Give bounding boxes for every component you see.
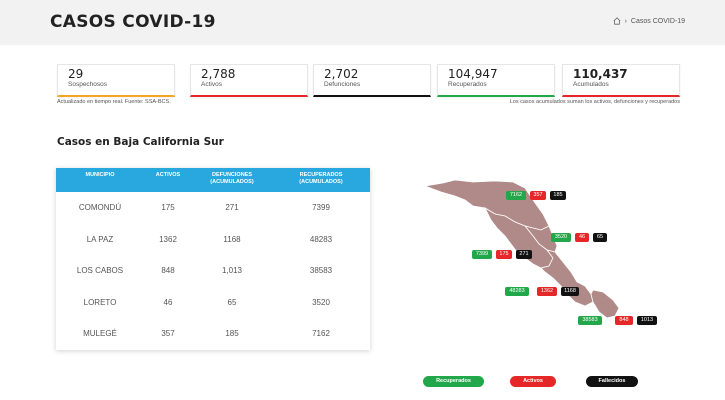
header-line: DEFUNCIONES [211, 172, 252, 178]
cell-defunciones: 65 [227, 297, 237, 307]
stat-value: 2,788 [201, 67, 236, 81]
map-label-comondu-activos: 175 [496, 250, 512, 259]
map-region-la-paz[interactable] [540, 249, 594, 307]
table-row: LA PAZ 1362 1168 48283 [56, 224, 370, 256]
stat-value: 2,702 [324, 67, 359, 81]
map-label-mulege-fallecidos: 185 [550, 191, 566, 200]
breadcrumb-separator: › [624, 17, 627, 25]
map-region-los-cabos[interactable] [590, 289, 620, 319]
cases-table: MUNICIPIO ACTIVOS DEFUNCIONES (ACUMULADOS… [56, 168, 370, 350]
table-header: MUNICIPIO ACTIVOS DEFUNCIONES (ACUMULADOS… [56, 168, 370, 192]
map-label-mulege-activos: 357 [530, 191, 546, 200]
stat-label: Sospechosos [68, 81, 108, 88]
home-icon[interactable] [613, 17, 621, 25]
map-label-loreto-fallecidos: 65 [593, 233, 607, 242]
stat-value: 29 [68, 67, 84, 81]
map-label-la-paz-fallecidos: 1168 [561, 287, 579, 296]
breadcrumb: › Casos COVID-19 [613, 17, 685, 25]
header-line: RECUPERADOS [299, 172, 343, 178]
stat-value: 104,947 [448, 67, 498, 81]
cell-activos: 46 [163, 297, 173, 307]
map-label-mulege-recuperados: 7162 [506, 191, 526, 200]
map-label-comondu-fallecidos: 271 [516, 250, 532, 259]
breadcrumb-current: Casos COVID-19 [630, 17, 685, 25]
cell-activos: 357 [161, 329, 175, 339]
update-note: Actualizado en tiempo real. Fuente: SSA-… [57, 99, 171, 105]
legend-activos: Activos [510, 376, 556, 387]
header-subline: (ACUMULADOS) [210, 179, 254, 185]
cell-defunciones: 1,013 [221, 266, 243, 276]
map-label-los-cabos-fallecidos: 1013 [637, 316, 657, 325]
cell-recuperados: 3520 [312, 297, 330, 307]
map-region-mulege[interactable] [425, 179, 550, 231]
section-title: Casos en Baja California Sur [57, 136, 224, 148]
stat-card-recuperados: 104,947 Recuperados [437, 64, 555, 97]
stat-label: Acumulados [573, 81, 609, 88]
stat-label: Defunciones [324, 81, 361, 88]
table-row: LOS CABOS 848 1,013 38583 [56, 255, 370, 287]
table-row: MULEGÉ 357 185 7162 [56, 318, 370, 350]
stat-card-acumulados: 110,437 Acumulados [562, 64, 680, 97]
cell-municipio: COMONDÚ [78, 203, 122, 213]
stat-label: Activos [201, 81, 222, 88]
map-label-los-cabos-recuperados: 38583 [578, 316, 602, 325]
cell-defunciones: 1168 [223, 234, 241, 244]
map-label-la-paz-activos: 1362 [537, 287, 557, 296]
cell-recuperados: 38583 [309, 266, 333, 276]
column-header-municipio: MUNICIPIO [85, 172, 115, 178]
cell-recuperados: 7399 [312, 203, 330, 213]
cell-activos: 848 [161, 266, 175, 276]
map-label-los-cabos-activos: 848 [615, 316, 633, 325]
legend-fallecidos: Fallecidos [586, 376, 638, 387]
cell-municipio: LORETO [83, 297, 117, 307]
page-header: CASOS COVID-19 › Casos COVID-19 [0, 0, 725, 45]
column-header-activos: ACTIVOS [155, 172, 181, 178]
cell-municipio: MULEGÉ [83, 329, 117, 339]
cell-defunciones: 185 [225, 329, 239, 339]
cell-activos: 1362 [159, 234, 177, 244]
cell-municipio: LOS CABOS [76, 266, 124, 276]
map-label-comondu-recuperados: 7399 [472, 250, 492, 259]
table-row: LORETO 46 65 3520 [56, 287, 370, 319]
cell-recuperados: 7162 [312, 329, 330, 339]
table-row: COMONDÚ 175 271 7399 [56, 192, 370, 224]
header-subline: (ACUMULADOS) [299, 179, 343, 185]
column-header-defunciones: DEFUNCIONES (ACUMULADOS) [192, 168, 272, 192]
page-title: CASOS COVID-19 [50, 12, 216, 32]
cell-municipio: LA PAZ [86, 234, 114, 244]
cell-recuperados: 48283 [309, 234, 333, 244]
stat-value: 110,437 [573, 67, 628, 81]
cumulative-note: Los casos acumulados suman los activos, … [509, 99, 680, 105]
stat-card-sospechosos: 29 Sospechosos [57, 64, 175, 97]
map-label-loreto-activos: 46 [575, 233, 589, 242]
column-header-recuperados: RECUPERADOS (ACUMULADOS) [272, 168, 370, 192]
map-label-la-paz-recuperados: 48283 [505, 287, 529, 296]
map-label-loreto-recuperados: 3520 [551, 233, 571, 242]
stat-label: Recuperados [448, 81, 487, 88]
cell-defunciones: 271 [225, 203, 239, 213]
stat-card-activos: 2,788 Activos [190, 64, 308, 97]
cell-activos: 175 [161, 203, 175, 213]
stat-card-defunciones: 2,702 Defunciones [313, 64, 431, 97]
legend-recuperados: Recuperados [423, 376, 484, 387]
